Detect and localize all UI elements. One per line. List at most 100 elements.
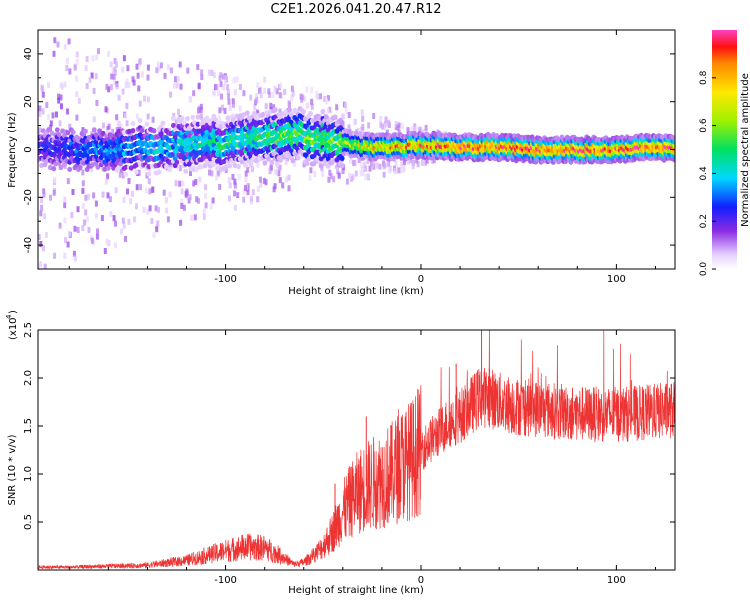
noise-cell: [59, 82, 63, 89]
noise-cell: [217, 90, 221, 97]
snr-multiplier: (x10 4 ): [5, 310, 19, 340]
noise-cell: [138, 59, 142, 66]
ridge-cell: [304, 160, 310, 167]
noise-cell: [275, 88, 279, 95]
noise-cell: [168, 191, 172, 198]
noise-cell: [256, 196, 260, 203]
noise-cell: [81, 224, 85, 231]
noise-cell: [150, 218, 154, 224]
noise-cell: [394, 160, 398, 167]
noise-cell: [224, 75, 228, 82]
noise-cell: [222, 84, 226, 91]
noise-cell: [144, 187, 148, 194]
noise-cell: [285, 176, 288, 183]
noise-cell: [359, 170, 363, 177]
ridge-cell: [193, 166, 199, 173]
noise-cell: [75, 58, 79, 65]
ridge-cell: [97, 128, 102, 134]
noise-cell: [186, 67, 190, 74]
noise-cell: [91, 55, 95, 62]
noise-cell: [309, 167, 313, 174]
noise-cell: [76, 206, 80, 213]
noise-cell: [135, 184, 139, 191]
noise-cell: [87, 193, 90, 200]
noise-cell: [255, 93, 259, 100]
noise-cell: [199, 107, 203, 114]
ridge-cell: [95, 164, 101, 170]
noise-cell: [251, 166, 254, 173]
noise-cell: [127, 178, 131, 184]
ridge-cell: [324, 114, 329, 120]
noise-cell: [233, 178, 237, 185]
noise-cell: [52, 50, 56, 57]
noise-cell: [90, 166, 94, 173]
ridge-cell: [123, 171, 129, 177]
noise-cell: [47, 82, 51, 89]
ridge-cell: [295, 155, 301, 161]
colorbar-tick-label: 0.6: [699, 118, 709, 133]
noise-cell: [421, 129, 425, 135]
noise-cell: [193, 214, 197, 221]
noise-cell: [397, 167, 401, 174]
noise-cell: [262, 177, 266, 184]
ridge-cell: [54, 127, 60, 133]
ridge-cell: [266, 156, 271, 162]
ridge-cell: [139, 127, 145, 134]
noise-cell: [39, 261, 43, 268]
spectrogram-x-label: Height of straight line (km): [288, 286, 424, 297]
noise-cell: [329, 173, 333, 180]
noise-cell: [413, 123, 417, 130]
noise-cell: [162, 189, 166, 196]
noise-cell: [366, 173, 370, 179]
noise-cell: [125, 102, 129, 109]
noise-cell: [332, 176, 336, 183]
noise-cell: [237, 117, 241, 124]
noise-cell: [234, 123, 238, 130]
y-tick-label: 20: [23, 95, 34, 108]
noise-cell: [218, 75, 222, 82]
noise-cell: [305, 86, 309, 93]
noise-cell: [348, 172, 352, 179]
noise-cell: [397, 122, 401, 129]
ridge-cell: [339, 163, 345, 169]
noise-cell: [402, 166, 406, 173]
noise-cell: [96, 228, 99, 235]
noise-cell: [65, 65, 69, 72]
noise-cell: [43, 213, 47, 220]
noise-cell: [137, 169, 141, 176]
noise-cell: [290, 85, 294, 92]
noise-cell: [227, 98, 231, 105]
noise-cell: [236, 124, 240, 131]
noise-cell: [114, 61, 118, 68]
noise-cell: [63, 252, 67, 259]
y-tick-label: 40: [23, 48, 34, 61]
noise-cell: [53, 177, 57, 184]
noise-cell: [148, 205, 152, 212]
noise-cell: [60, 103, 63, 110]
noise-cell: [199, 113, 203, 120]
snr-frame: [37, 329, 676, 571]
noise-cell: [92, 192, 96, 199]
noise-cell: [75, 91, 79, 98]
ridge-cell: [290, 158, 296, 164]
noise-cell: [197, 83, 201, 90]
noise-cell: [328, 106, 332, 113]
noise-cell: [175, 82, 179, 89]
noise-cell: [165, 207, 169, 214]
noise-cell: [222, 73, 225, 80]
ridge-cell: [116, 121, 122, 127]
noise-cell: [180, 198, 184, 205]
noise-cell: [199, 103, 203, 110]
noise-cell: [39, 241, 43, 247]
noise-cell: [166, 216, 170, 223]
ridge-cell: [190, 114, 196, 120]
noise-cell: [308, 174, 312, 181]
noise-cell: [109, 210, 113, 217]
noise-cell: [76, 227, 80, 233]
noise-cell: [52, 189, 56, 196]
ridge-cell: [332, 114, 338, 120]
noise-cell: [166, 64, 170, 71]
noise-cell: [146, 113, 150, 120]
y-tick-label: 0: [23, 146, 34, 152]
noise-cell: [174, 180, 178, 187]
